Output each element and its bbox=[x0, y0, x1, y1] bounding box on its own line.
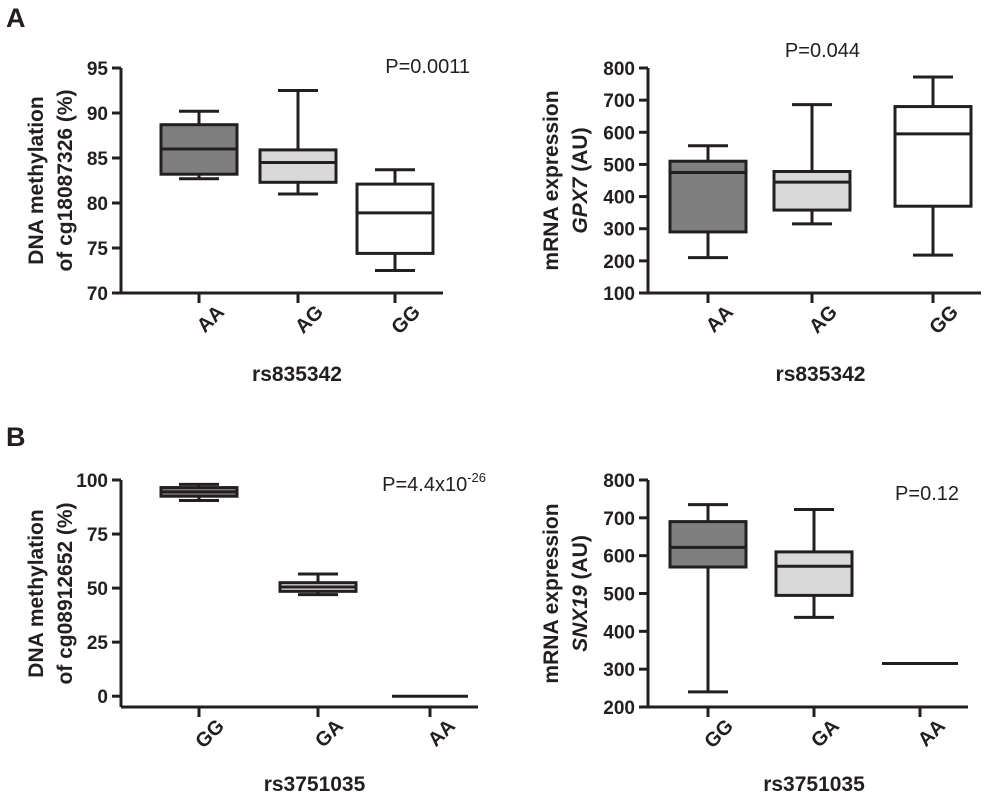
x-tick-label: AA bbox=[702, 301, 738, 337]
x-axis-label: rs3751035 bbox=[264, 773, 366, 796]
y-tick-label: 85 bbox=[87, 149, 109, 170]
y-axis-label: DNA methylation of cg18087326 (%) bbox=[25, 89, 77, 271]
y-axis-label-line: mRNA expression bbox=[540, 90, 563, 270]
y-tick-label: 300 bbox=[603, 660, 635, 681]
y-tick-label: 700 bbox=[603, 509, 635, 530]
box-gg bbox=[355, 168, 435, 272]
x-tick-label: GA bbox=[311, 715, 348, 752]
box-plot-3: GG GA AA 0 25 50 75 100 DNA methylation of cg0891… bbox=[25, 470, 486, 796]
box-gg bbox=[159, 482, 239, 503]
box-gg bbox=[668, 503, 748, 694]
y-tick-label: 400 bbox=[603, 622, 635, 643]
y-axis-label-line: of cg08912652 (%) bbox=[54, 502, 77, 684]
y-tick-label: 500 bbox=[603, 155, 635, 176]
gene-name: SNX19 bbox=[569, 585, 592, 652]
x-tick-label: GG bbox=[700, 715, 738, 753]
iqr-box bbox=[893, 105, 973, 208]
p-value: P=4.4x10-26 bbox=[382, 470, 486, 496]
y-tick-label: 200 bbox=[603, 252, 635, 273]
y-tick-label: 50 bbox=[87, 579, 108, 600]
y-tick-label: 75 bbox=[87, 239, 109, 260]
y-tick-label: 800 bbox=[603, 59, 635, 80]
charts-container: AA AG GG 70 75 80 85 90 95 DNA methylation of cg18… bbox=[25, 40, 981, 796]
y-axis-label-line: SNX19 (AU) bbox=[569, 535, 592, 652]
box-gg bbox=[893, 75, 973, 257]
y-tick-label: 100 bbox=[76, 471, 108, 492]
p-value-base: P=0.044 bbox=[785, 40, 860, 62]
box-ag bbox=[258, 89, 338, 196]
y-tick-label: 80 bbox=[87, 194, 108, 215]
p-value: P=0.0011 bbox=[385, 56, 470, 78]
y-tick-label: 70 bbox=[87, 284, 108, 305]
y-tick-label: 25 bbox=[87, 633, 109, 654]
box-plot-4: GG GA AA 200 300 400 500 600 700 800 mRNA expressi… bbox=[540, 471, 968, 796]
y-axis-label-line: DNA methylation bbox=[25, 509, 48, 677]
x-tick-label: GG bbox=[191, 715, 229, 753]
x-tick-label: GG bbox=[925, 301, 963, 339]
iqr-box bbox=[668, 520, 748, 569]
x-tick-label: AA bbox=[424, 715, 460, 751]
y-tick-label: 600 bbox=[603, 123, 635, 144]
y-tick-label: 600 bbox=[603, 547, 635, 568]
y-axis-label: DNA methylation of cg08912652 (%) bbox=[25, 502, 77, 684]
y-tick-label: 0 bbox=[97, 687, 108, 708]
p-value-base: P=4.4x10 bbox=[382, 474, 467, 496]
iqr-box bbox=[772, 170, 852, 212]
box-ga bbox=[278, 572, 358, 597]
y-tick-label: 100 bbox=[603, 284, 635, 305]
y-axis-label: mRNA expression SNX19 (AU) bbox=[540, 503, 592, 683]
p-value: P=0.12 bbox=[895, 483, 959, 505]
x-tick-label: AA bbox=[914, 715, 950, 751]
p-value: P=0.044 bbox=[785, 40, 860, 62]
x-tick-label: GA bbox=[807, 715, 844, 752]
y-tick-label: 400 bbox=[603, 188, 635, 209]
x-tick-label: AG bbox=[291, 301, 328, 338]
box-aa bbox=[668, 144, 748, 260]
y-tick-label: 300 bbox=[603, 220, 635, 241]
y-tick-label: 200 bbox=[603, 698, 635, 719]
p-value-base: P=0.12 bbox=[895, 483, 959, 505]
y-axis-label-line: mRNA expression bbox=[540, 503, 563, 683]
x-axis-label: rs835342 bbox=[252, 363, 342, 386]
iqr-box bbox=[355, 182, 435, 255]
y-axis-label-line: DNA methylation bbox=[25, 96, 48, 264]
gene-name: GPX7 bbox=[569, 176, 592, 233]
y-axis-label-line: of cg18087326 (%) bbox=[54, 89, 77, 271]
y-tick-label: 500 bbox=[603, 585, 635, 606]
p-value-base: P=0.0011 bbox=[385, 56, 470, 78]
box-plot-2: AA AG GG 100 200 300 400 500 600 700 800 mRNA expre… bbox=[540, 40, 981, 386]
x-axis-label: rs3751035 bbox=[763, 773, 865, 796]
x-tick-label: GG bbox=[387, 301, 425, 339]
x-tick-label: AA bbox=[193, 301, 229, 337]
panel-label-a: A bbox=[6, 3, 26, 33]
x-tick-label: AG bbox=[805, 301, 842, 338]
box-ag bbox=[772, 103, 852, 226]
box-plot-1: AA AG GG 70 75 80 85 90 95 DNA methylation of cg18… bbox=[25, 56, 470, 386]
p-value-exponent: -26 bbox=[467, 470, 486, 485]
y-tick-label: 700 bbox=[603, 91, 635, 112]
panel-label-b: B bbox=[6, 422, 26, 452]
y-axis-label-line: GPX7 (AU) bbox=[569, 127, 592, 233]
y-axis-label: mRNA expression GPX7 (AU) bbox=[540, 90, 592, 270]
box-ga bbox=[774, 508, 854, 619]
x-axis-label: rs835342 bbox=[776, 363, 866, 386]
y-tick-label: 800 bbox=[603, 471, 635, 492]
box-aa bbox=[159, 109, 239, 181]
iqr-box bbox=[258, 148, 338, 184]
y-tick-label: 75 bbox=[87, 525, 109, 546]
y-tick-label: 95 bbox=[87, 59, 109, 80]
y-tick-label: 90 bbox=[87, 104, 108, 125]
iqr-box bbox=[774, 550, 854, 597]
